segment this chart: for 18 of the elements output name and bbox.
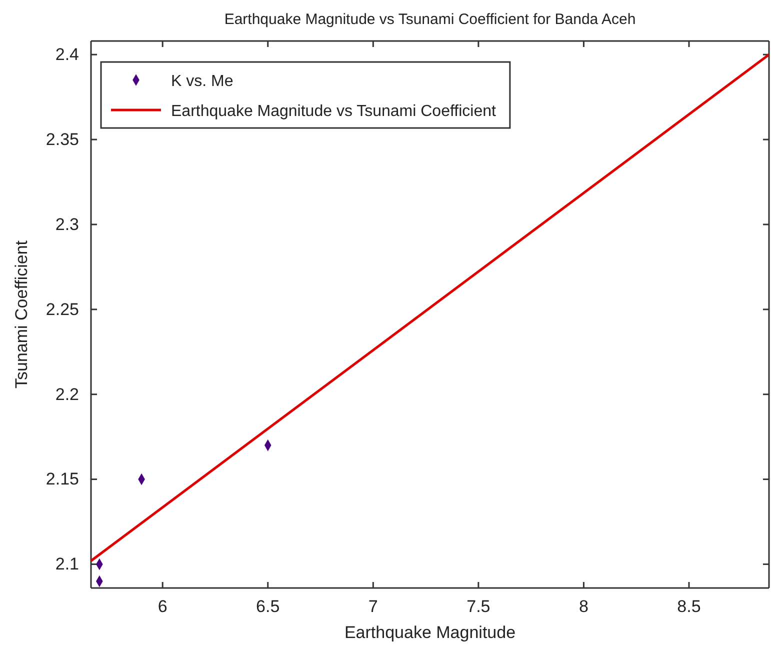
legend-label: Earthquake Magnitude vs Tsunami Coefficient <box>171 103 496 120</box>
x-tick-label: 6.5 <box>256 597 280 616</box>
y-tick-label: 2.25 <box>46 300 79 319</box>
y-tick-label: 2.35 <box>46 130 79 149</box>
x-tick-label: 8 <box>578 597 588 616</box>
y-tick-label: 2.1 <box>55 554 79 574</box>
x-tick-label: 8.5 <box>677 597 701 616</box>
x-axis-title: Earthquake Magnitude <box>344 623 516 642</box>
x-tick-label: 7 <box>368 597 378 616</box>
legend-label: K vs. Me <box>171 73 234 90</box>
y-tick-label: 2.15 <box>46 470 79 489</box>
x-tick-label: 7.5 <box>466 597 490 616</box>
chart-title: Earthquake Magnitude vs Tsunami Coefficient for Banda Aceh <box>224 11 636 28</box>
y-tick-label: 2.4 <box>55 45 79 64</box>
y-tick-label: 2.3 <box>55 214 79 234</box>
y-axis-title: Tsunami Coefficient <box>12 240 31 389</box>
y-tick-label: 2.2 <box>55 384 79 404</box>
x-tick-label: 6 <box>158 597 168 616</box>
